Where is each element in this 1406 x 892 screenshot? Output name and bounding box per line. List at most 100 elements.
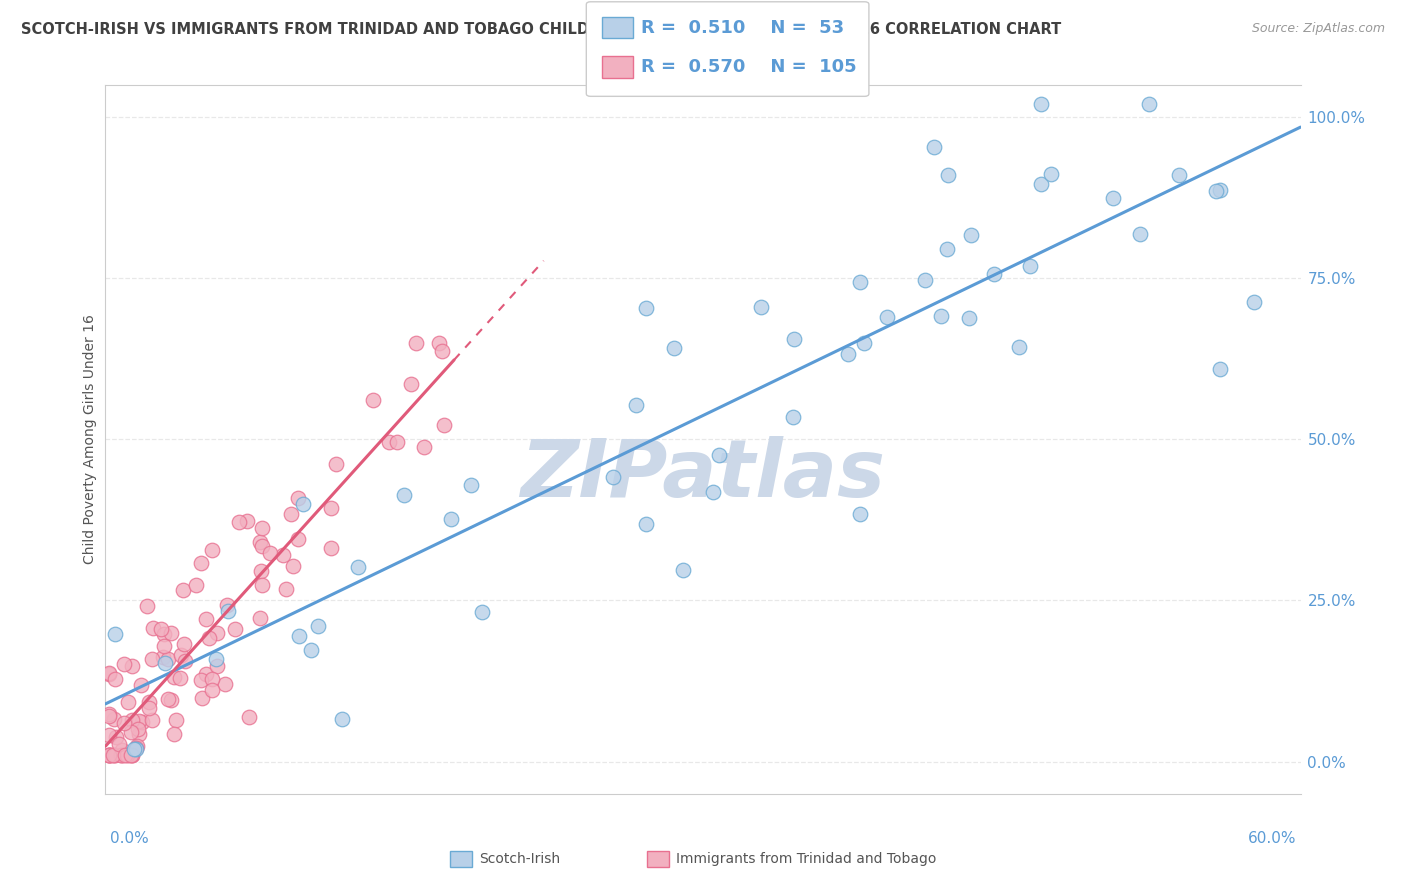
Point [347, 560, 370, 574]
Point [1205, 184, 1227, 198]
Point [224, 622, 246, 636]
Point [136, 599, 159, 613]
Point [127, 723, 149, 737]
Point [273, 548, 295, 562]
Point [121, 713, 143, 727]
Point [195, 612, 218, 626]
Point [114, 748, 136, 763]
Point [190, 556, 212, 570]
Point [124, 740, 146, 755]
Point [205, 652, 228, 666]
Point [108, 737, 131, 751]
Point [195, 667, 218, 681]
Point [153, 627, 176, 641]
Point [110, 748, 132, 763]
Point [394, 487, 416, 501]
Point [914, 273, 936, 287]
Point [319, 541, 342, 556]
Point [983, 267, 1005, 281]
Point [1031, 97, 1053, 112]
Text: ZIPatlas: ZIPatlas [520, 436, 886, 514]
Point [198, 631, 221, 645]
Point [430, 344, 453, 359]
Point [1102, 191, 1125, 205]
Point [117, 748, 139, 763]
Point [159, 626, 181, 640]
Point [288, 629, 311, 643]
Point [98, 708, 121, 723]
Text: 0.0%: 0.0% [110, 831, 149, 847]
Point [228, 515, 250, 529]
Point [957, 311, 980, 326]
Point [412, 441, 434, 455]
Point [190, 673, 212, 688]
Point [281, 559, 304, 574]
Text: Scotch-Irish: Scotch-Irish [479, 852, 561, 866]
Text: Source: ZipAtlas.com: Source: ZipAtlas.com [1251, 22, 1385, 36]
Point [98, 748, 121, 763]
Point [207, 625, 229, 640]
Point [149, 622, 172, 636]
Point [142, 621, 165, 635]
Point [100, 748, 122, 763]
Point [121, 659, 143, 673]
Point [125, 739, 148, 753]
Point [852, 336, 875, 351]
Point [163, 726, 186, 740]
Point [138, 701, 160, 715]
Point [959, 227, 981, 242]
Point [128, 727, 150, 741]
Point [201, 673, 224, 687]
Point [307, 619, 329, 633]
Point [153, 639, 176, 653]
Point [128, 714, 150, 728]
Point [401, 376, 423, 391]
Point [259, 546, 281, 560]
Point [98, 727, 121, 741]
Point [783, 332, 806, 346]
Point [173, 654, 195, 668]
Point [98, 665, 121, 680]
Point [330, 712, 353, 726]
Point [1019, 259, 1042, 273]
Point [170, 648, 193, 662]
Point [155, 656, 177, 670]
Point [214, 677, 236, 691]
Point [849, 507, 872, 521]
Point [186, 578, 208, 592]
Point [1139, 97, 1161, 112]
Point [162, 670, 184, 684]
Point [103, 748, 125, 763]
Point [319, 501, 342, 516]
Point [662, 341, 685, 355]
Point [165, 713, 187, 727]
Point [201, 682, 224, 697]
Point [876, 310, 898, 325]
Text: R =  0.510    N =  53: R = 0.510 N = 53 [641, 19, 844, 37]
Text: R =  0.570    N =  105: R = 0.570 N = 105 [641, 58, 856, 76]
Point [1209, 183, 1232, 197]
Point [104, 748, 127, 763]
Point [98, 706, 121, 721]
Point [924, 140, 946, 154]
Point [98, 667, 121, 681]
Point [849, 275, 872, 289]
Point [782, 410, 804, 425]
Point [238, 709, 260, 723]
Point [111, 748, 134, 763]
Point [217, 604, 239, 618]
Point [460, 477, 482, 491]
Point [672, 564, 695, 578]
Point [98, 748, 121, 763]
Point [634, 517, 657, 532]
Point [274, 582, 297, 597]
Point [112, 657, 135, 671]
Point [935, 242, 957, 256]
Point [157, 652, 180, 666]
Point [236, 514, 259, 528]
Point [471, 605, 494, 619]
Point [120, 748, 142, 763]
Point [129, 678, 152, 692]
Point [636, 301, 658, 316]
Point [709, 448, 731, 462]
